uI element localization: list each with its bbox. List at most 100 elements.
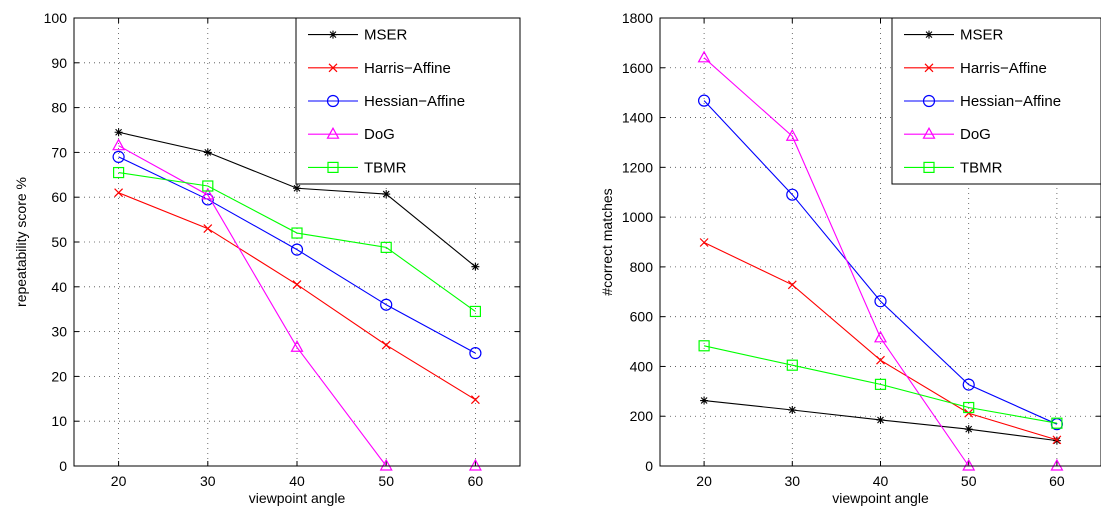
y-tick-label: 1200 xyxy=(622,159,653,175)
data-point xyxy=(963,401,975,414)
data-point xyxy=(380,241,392,253)
y-tick-label: 30 xyxy=(51,324,67,340)
y-tick-label: 1000 xyxy=(622,209,653,225)
data-point xyxy=(381,340,391,350)
data-point xyxy=(788,406,797,414)
data-point xyxy=(873,330,888,343)
y-tick-label: 60 xyxy=(51,189,67,205)
data-point xyxy=(786,359,798,371)
data-point xyxy=(700,396,709,405)
data-point xyxy=(962,378,975,391)
x-tick-label: 30 xyxy=(785,473,801,489)
data-point xyxy=(292,280,302,289)
data-point xyxy=(291,227,303,239)
data-point xyxy=(1050,458,1064,471)
data-point xyxy=(1052,435,1062,445)
data-point xyxy=(964,408,974,418)
legend-marker xyxy=(326,126,340,139)
data-point xyxy=(203,224,213,233)
x-tick-label: 40 xyxy=(873,473,889,489)
y-axis-label: repeatability score % xyxy=(13,177,29,307)
y-tick-label: 600 xyxy=(630,309,654,325)
data-point xyxy=(379,458,393,471)
legend-marker xyxy=(925,30,933,39)
legend-marker xyxy=(327,161,339,173)
data-point xyxy=(290,340,304,352)
data-point xyxy=(876,415,885,424)
data-point xyxy=(699,238,709,247)
series-1 xyxy=(114,128,480,271)
y-tick-label: 1600 xyxy=(622,60,653,76)
legend: MSER Harris−Affine Hessian−Affine DoG TBMR xyxy=(295,17,521,185)
legend-marker xyxy=(923,161,935,173)
data-point xyxy=(114,188,124,198)
y-tick-label: 20 xyxy=(51,368,67,384)
x-axis-label: viewpoint angle xyxy=(832,490,929,506)
x-axis-label: viewpoint angle xyxy=(249,490,346,506)
data-point xyxy=(203,148,212,157)
data-point xyxy=(468,458,482,471)
series-5 xyxy=(698,340,1063,429)
x-tick-label: 60 xyxy=(1049,473,1065,489)
data-point xyxy=(698,340,710,352)
data-point xyxy=(201,187,215,200)
legend-marker xyxy=(328,63,338,73)
data-point xyxy=(469,347,482,360)
data-point xyxy=(786,188,799,201)
y-tick-label: 0 xyxy=(59,458,67,474)
legend-entry: DoG xyxy=(960,126,991,143)
series-line xyxy=(703,345,1057,424)
y-tick-label: 80 xyxy=(51,100,67,116)
legend-entry: TBMR xyxy=(364,159,407,176)
y-tick-label: 40 xyxy=(51,279,67,295)
legend-marker xyxy=(922,94,936,108)
series-line xyxy=(703,100,1058,425)
legend-marker xyxy=(329,30,337,39)
legend: MSER Harris−Affine Hessian−Affine DoG TBMR xyxy=(891,17,1101,185)
data-point xyxy=(697,94,711,107)
legend-entry: Hessian−Affine xyxy=(960,93,1061,110)
y-tick-label: 400 xyxy=(630,358,654,374)
data-point xyxy=(293,184,301,193)
y-tick-label: 1400 xyxy=(622,110,653,126)
y-tick-label: 50 xyxy=(51,234,67,250)
x-tick-label: 20 xyxy=(111,473,127,489)
chart-1: 20 30 40 50 60 0 10 20 30 40 50 60 70 80 90 100 viewpoin… xyxy=(13,10,521,506)
y-tick-label: 0 xyxy=(645,458,653,474)
y-tick-label: 100 xyxy=(44,10,68,26)
legend-entry: TBMR xyxy=(960,159,1003,176)
y-tick-label: 70 xyxy=(51,144,67,160)
x-tick-label: 60 xyxy=(468,473,484,489)
data-point xyxy=(874,295,887,308)
x-tick-label: 20 xyxy=(696,473,712,489)
series-2 xyxy=(114,188,480,405)
x-tick-label: 30 xyxy=(200,473,216,489)
x-tick-label: 40 xyxy=(289,473,305,489)
series-line xyxy=(118,156,476,354)
legend-marker xyxy=(326,94,340,108)
legend-entry: MSER xyxy=(364,27,408,44)
y-tick-label: 200 xyxy=(630,408,654,424)
legend-marker xyxy=(924,63,934,73)
data-point xyxy=(112,138,126,151)
data-point xyxy=(1051,417,1063,429)
data-point xyxy=(787,280,797,290)
y-tick-label: 800 xyxy=(630,259,654,275)
series-5 xyxy=(112,166,481,318)
legend-marker xyxy=(922,126,936,139)
legend-entry: MSER xyxy=(960,27,1004,44)
data-point xyxy=(962,458,976,471)
axes-frame xyxy=(659,17,1101,467)
data-point xyxy=(382,190,391,199)
data-point xyxy=(380,298,393,311)
series-line xyxy=(118,172,476,312)
x-tick-label: 50 xyxy=(961,473,977,489)
data-point xyxy=(114,128,123,137)
legend-entry: DoG xyxy=(364,126,395,143)
data-point xyxy=(964,425,973,434)
legend-entry: Harris−Affine xyxy=(960,60,1047,77)
data-point xyxy=(112,150,125,163)
data-point xyxy=(874,378,887,390)
